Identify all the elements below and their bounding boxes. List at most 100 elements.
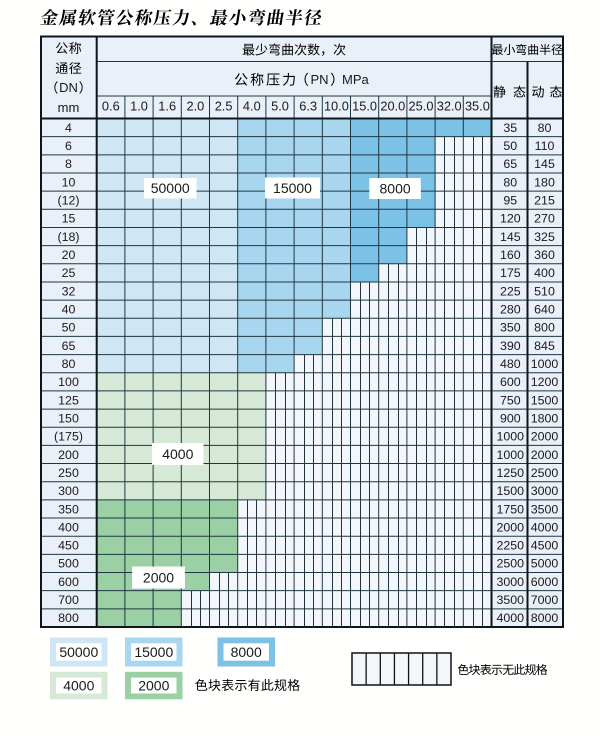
svg-text:2500: 2500 (531, 466, 559, 480)
svg-text:300: 300 (58, 484, 79, 498)
svg-text:325: 325 (534, 230, 555, 244)
svg-text:110: 110 (535, 139, 555, 153)
svg-text:2500: 2500 (497, 557, 525, 571)
svg-text:3000: 3000 (497, 575, 525, 589)
svg-text:6.3: 6.3 (299, 99, 317, 114)
svg-text:95: 95 (503, 194, 517, 208)
svg-text:280: 280 (500, 303, 521, 317)
svg-text:25: 25 (62, 266, 76, 280)
svg-text:1200: 1200 (531, 375, 559, 389)
svg-text:350: 350 (58, 502, 79, 516)
svg-text:20.0: 20.0 (380, 99, 405, 114)
svg-text:2000: 2000 (143, 569, 174, 585)
svg-text:6000: 6000 (531, 575, 559, 589)
svg-text:DN: DN (59, 80, 78, 95)
svg-text:450: 450 (58, 539, 79, 553)
svg-text:8000: 8000 (531, 611, 559, 625)
svg-text:10: 10 (62, 175, 76, 189)
svg-text:2.5: 2.5 (215, 99, 233, 114)
svg-text:360: 360 (534, 248, 555, 262)
svg-text:50: 50 (503, 139, 517, 153)
svg-text:600: 600 (500, 375, 521, 389)
svg-text:80: 80 (538, 121, 552, 135)
svg-text:3000: 3000 (531, 484, 559, 498)
svg-text:125: 125 (58, 393, 79, 407)
svg-text:15000: 15000 (273, 180, 312, 196)
svg-text:800: 800 (58, 611, 79, 625)
svg-text:(18): (18) (57, 230, 79, 244)
svg-text:0.6: 0.6 (102, 99, 120, 114)
svg-text:1250: 1250 (497, 466, 525, 480)
svg-text:4.0: 4.0 (243, 99, 261, 114)
svg-text:400: 400 (58, 520, 79, 534)
svg-text:270: 270 (534, 212, 555, 226)
svg-text:7000: 7000 (531, 593, 559, 607)
svg-text:200: 200 (58, 448, 79, 462)
svg-text:180: 180 (534, 175, 555, 189)
svg-text:5.0: 5.0 (271, 99, 289, 114)
svg-text:500: 500 (58, 557, 79, 571)
svg-text:400: 400 (534, 266, 555, 280)
svg-text:390: 390 (500, 339, 521, 353)
svg-text:20: 20 (62, 248, 76, 262)
svg-text:4000: 4000 (63, 678, 94, 694)
svg-text:6: 6 (65, 139, 72, 153)
svg-text:50000: 50000 (151, 180, 190, 196)
svg-text:80: 80 (503, 175, 517, 189)
svg-text:145: 145 (534, 157, 555, 171)
svg-text:510: 510 (534, 284, 555, 298)
svg-text:4000: 4000 (497, 611, 525, 625)
svg-text:1.6: 1.6 (158, 99, 176, 114)
svg-text:845: 845 (534, 339, 555, 353)
svg-text:5000: 5000 (531, 557, 559, 571)
svg-text:50: 50 (62, 321, 76, 335)
svg-text:900: 900 (500, 412, 521, 426)
svg-text:35: 35 (503, 121, 517, 135)
svg-text:1500: 1500 (531, 393, 559, 407)
svg-text:15.0: 15.0 (352, 99, 377, 114)
svg-text:15: 15 (62, 212, 76, 226)
svg-text:175: 175 (500, 266, 521, 280)
svg-text:1000: 1000 (497, 430, 525, 444)
svg-text:8000: 8000 (380, 180, 411, 196)
svg-text:25.0: 25.0 (409, 99, 434, 114)
svg-text:750: 750 (500, 393, 521, 407)
svg-text:4500: 4500 (531, 539, 559, 553)
svg-text:160: 160 (500, 248, 521, 262)
svg-text:800: 800 (534, 321, 555, 335)
svg-text:(175): (175) (54, 430, 83, 444)
svg-text:600: 600 (58, 575, 79, 589)
svg-text:225: 225 (500, 284, 521, 298)
svg-text:350: 350 (500, 321, 521, 335)
svg-text:4000: 4000 (162, 446, 193, 462)
svg-text:2.0: 2.0 (187, 99, 205, 114)
svg-text:32: 32 (62, 284, 76, 298)
svg-text:15000: 15000 (134, 644, 173, 660)
svg-text:8000: 8000 (231, 644, 262, 660)
svg-text:480: 480 (500, 357, 521, 371)
svg-text:4000: 4000 (531, 520, 559, 534)
svg-text:1750: 1750 (497, 502, 525, 516)
svg-text:1.0: 1.0 (130, 99, 148, 114)
svg-text:100: 100 (58, 375, 79, 389)
svg-text:50000: 50000 (59, 644, 98, 660)
svg-text:10.0: 10.0 (324, 99, 349, 114)
svg-text:3500: 3500 (531, 502, 559, 516)
svg-text:640: 640 (534, 303, 555, 317)
svg-text:4: 4 (65, 121, 72, 135)
svg-text:3500: 3500 (497, 593, 525, 607)
svg-text:2000: 2000 (497, 520, 525, 534)
svg-text:120: 120 (500, 212, 521, 226)
svg-text:8: 8 (65, 157, 72, 171)
svg-text:700: 700 (58, 593, 79, 607)
svg-text:40: 40 (62, 303, 76, 317)
svg-text:250: 250 (58, 466, 79, 480)
svg-text:150: 150 (58, 412, 79, 426)
svg-text:2000: 2000 (531, 430, 559, 444)
svg-text:145: 145 (500, 230, 521, 244)
svg-text:1500: 1500 (497, 484, 525, 498)
svg-text:MPa: MPa (342, 72, 370, 87)
svg-text:215: 215 (534, 194, 555, 208)
svg-text:35.0: 35.0 (465, 99, 490, 114)
svg-text:65: 65 (62, 339, 76, 353)
